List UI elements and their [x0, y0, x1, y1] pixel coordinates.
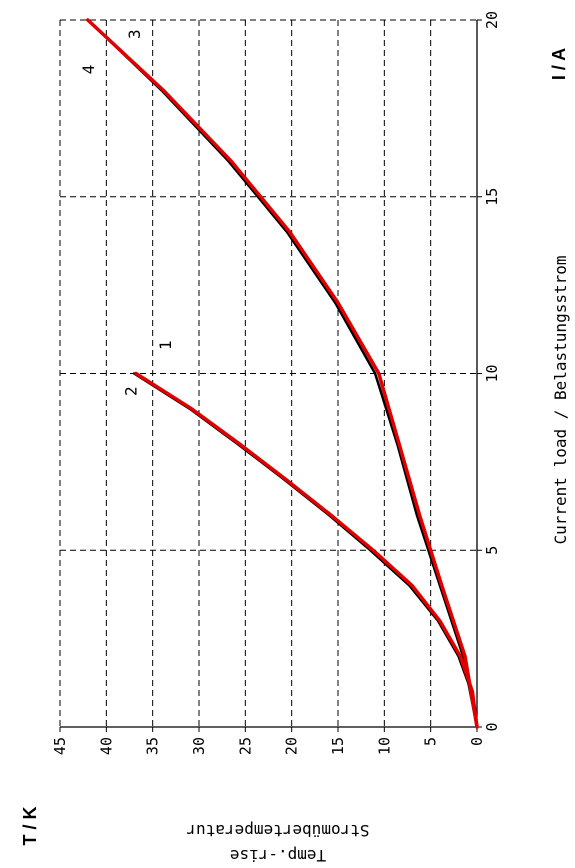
curve-label-1: 1	[156, 340, 175, 350]
current-tick-label: 15	[483, 188, 501, 206]
curve-label-3: 3	[125, 29, 144, 39]
temp-tick-label: 40	[97, 737, 115, 755]
temp-tick-label: 25	[236, 737, 254, 755]
curve-labels: 1 2 3 4	[79, 29, 175, 396]
tick-labels: 0 5 10 15 20 25 30 35 40 45 0 5 10 15 20	[51, 11, 501, 755]
y-axis-title-german: Stromübertemperatur	[186, 821, 369, 840]
current-tick-label: 10	[483, 364, 501, 382]
x-unit-label: I / A	[549, 48, 569, 80]
current-tick-label: 5	[483, 546, 501, 555]
curve-label-2: 2	[122, 386, 141, 396]
temp-tick-label: 5	[422, 737, 440, 746]
y-axis-title-english: Temp.-rise	[230, 846, 326, 865]
series-line-4	[134, 371, 479, 729]
series-line-3	[86, 18, 479, 729]
temp-tick-label: 15	[329, 737, 347, 755]
data-series	[86, 18, 479, 729]
x-axis-title: Current load / Belastungsstrom	[551, 256, 570, 545]
temp-tick-label: 20	[283, 737, 301, 755]
temp-tick-label: 35	[144, 737, 162, 755]
current-tick-label: 20	[483, 11, 501, 29]
temp-tick-label: 45	[51, 737, 69, 755]
temp-tick-label: 30	[190, 737, 208, 755]
series-line-1	[86, 18, 479, 729]
curve-label-4: 4	[79, 65, 98, 75]
grid-lines	[59, 19, 477, 727]
y-unit-label: T / K	[20, 807, 40, 846]
temp-tick-label: 0	[468, 737, 486, 746]
current-tick-label: 0	[483, 722, 501, 731]
temp-tick-label: 10	[375, 737, 393, 755]
